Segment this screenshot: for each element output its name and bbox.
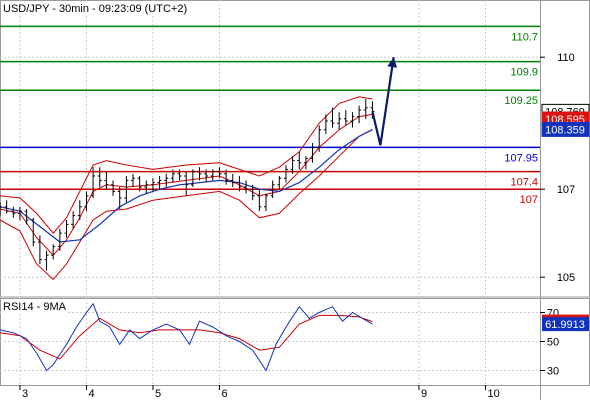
bollinger-lower-line — [0, 129, 373, 281]
pivot-level-label: 107.95 — [504, 152, 538, 164]
rsi-ma-line — [0, 314, 373, 360]
rsi-title: RSI14 - 9MA — [3, 301, 67, 313]
x-tick-label: 4 — [88, 388, 94, 400]
x-axis: 3 4 5 6 9 10 — [19, 385, 500, 400]
rsi-title-backdrop — [1, 299, 67, 313]
resistance-level-label: 109.25 — [504, 95, 538, 107]
bollinger-upper-line — [0, 96, 373, 234]
projection-arrow-head — [387, 57, 398, 68]
support-level-label: 107.4 — [510, 177, 538, 189]
price-tick-label: 105 — [557, 272, 575, 284]
moving-average-line — [0, 128, 373, 243]
bollinger-mid-line — [0, 113, 373, 256]
resistance-level-label: 110.7 — [511, 31, 538, 43]
chart-title: USD/JPY - 30min - 09:23:09 (UTC+2) — [3, 3, 187, 15]
title-backdrop — [1, 1, 179, 15]
x-tick-label: 3 — [22, 388, 28, 400]
x-tick-label: 5 — [155, 388, 161, 400]
rsi-tick-label: 30 — [547, 366, 559, 378]
rsi-tag-label: 61.9913 — [545, 319, 585, 331]
support-level-label: 107 — [520, 194, 538, 206]
rsi-tick-label: 50 — [547, 337, 559, 349]
rsi-line — [0, 302, 373, 372]
x-tick-label: 6 — [221, 388, 227, 400]
resistance-level-label: 109.9 — [510, 67, 538, 79]
x-tick-label: 9 — [421, 388, 427, 400]
price-tag-label: 108.359 — [545, 124, 585, 136]
x-tick-label: 10 — [487, 388, 499, 400]
projection-arrow-line — [371, 57, 395, 146]
price-panel-frame — [0, 0, 590, 298]
price-tick-label: 107 — [557, 184, 575, 196]
rsi-tag-box — [542, 317, 589, 332]
price-tick-label: 110 — [557, 52, 575, 64]
price-tag-box — [541, 121, 590, 137]
